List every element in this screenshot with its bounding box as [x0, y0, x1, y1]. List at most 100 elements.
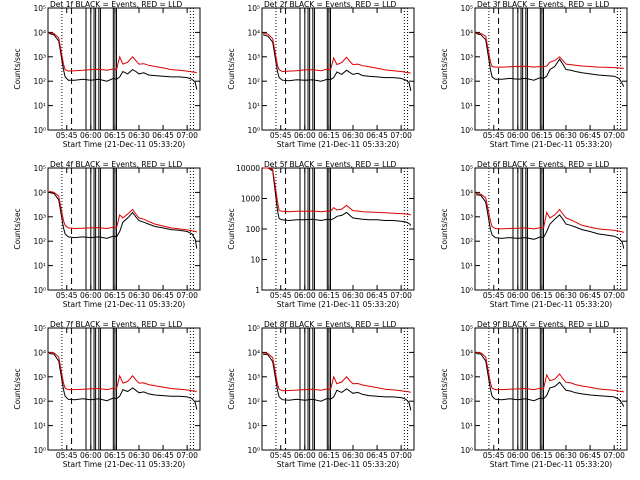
chart-title: Det 2f BLACK = Events, RED = LLD: [264, 0, 397, 9]
y-tick-label: 10⁴: [33, 348, 46, 357]
x-axis-label: Start Time (21-Dec-11 05:33:20): [277, 460, 399, 469]
x-axis-label: Start Time (21-Dec-11 05:33:20): [490, 300, 612, 309]
x-tick-label: 06:00: [507, 291, 529, 300]
y-tick-label: 10⁵: [460, 324, 473, 333]
y-tick-label: 10²: [247, 77, 260, 86]
chart-title: Det 6f BLACK = Events, RED = LLD: [477, 160, 610, 169]
y-tick-label: 10⁴: [460, 348, 473, 357]
y-tick-label: 10⁰: [460, 126, 473, 135]
y-tick-label: 10: [250, 256, 260, 265]
x-tick-label: 06:15: [318, 451, 340, 460]
chart-title: Det 5f BLACK = Events, RED = LLD: [264, 160, 397, 169]
x-tick-label: 06:45: [152, 131, 174, 140]
y-axis-label: Counts/sec: [13, 48, 22, 89]
series-line-lld: [476, 351, 624, 393]
x-tick-label: 06:30: [342, 131, 364, 140]
x-tick-label: 07:00: [603, 291, 625, 300]
y-axis-label: Counts/sec: [227, 48, 236, 89]
y-tick-label: 10⁰: [33, 446, 46, 455]
x-tick-label: 06:00: [80, 451, 102, 460]
series-line-lld: [49, 32, 197, 74]
y-axis-label: Counts/sec: [13, 368, 22, 409]
y-tick-label: 10⁵: [460, 164, 473, 173]
x-tick-label: 06:45: [579, 291, 601, 300]
y-axis-label: Counts/sec: [440, 368, 449, 409]
chart-panel-9: Det 9f BLACK = Events, RED = LLD Counts/s…: [440, 320, 628, 469]
x-tick-label: 06:30: [128, 451, 150, 460]
plot-frame: [474, 327, 628, 451]
y-axis-label: Counts/sec: [227, 208, 236, 249]
x-tick-label: 06:00: [80, 131, 102, 140]
y-tick-label: 10⁵: [33, 4, 46, 13]
x-axis-label: Start Time (21-Dec-11 05:33:20): [277, 300, 399, 309]
x-tick-label: 07:00: [390, 131, 412, 140]
y-tick-label: 10⁰: [460, 286, 473, 295]
x-tick-label: 05:45: [270, 451, 292, 460]
y-tick-label: 10³: [33, 53, 46, 62]
y-tick-label: 10⁵: [247, 324, 260, 333]
chart-title: Det 8f BLACK = Events, RED = LLD: [264, 320, 397, 329]
x-tick-label: 06:45: [579, 131, 601, 140]
y-axis-label: Counts/sec: [227, 368, 236, 409]
x-tick-label: 06:45: [366, 451, 388, 460]
y-tick-label: 1000: [241, 195, 260, 204]
x-tick-label: 07:00: [176, 291, 198, 300]
series-line-events: [262, 34, 412, 91]
series-line-events: [48, 33, 198, 90]
chart-title: Det 3f BLACK = Events, RED = LLD: [477, 0, 610, 9]
x-tick-label: 06:15: [531, 451, 553, 460]
x-tick-label: 07:00: [176, 451, 198, 460]
x-tick-label: 06:00: [294, 451, 316, 460]
x-tick-label: 07:00: [390, 451, 412, 460]
y-tick-label: 10¹: [33, 422, 46, 431]
x-tick-label: 07:00: [390, 291, 412, 300]
x-tick-label: 06:15: [104, 451, 126, 460]
x-tick-label: 06:45: [152, 451, 174, 460]
series-line-lld: [476, 32, 624, 69]
x-tick-label: 06:00: [294, 131, 316, 140]
series-line-lld: [476, 193, 624, 233]
chart-title: Det 1f BLACK = Events, RED = LLD: [50, 0, 183, 9]
y-tick-label: 10⁵: [33, 324, 46, 333]
y-tick-label: 10³: [460, 373, 473, 382]
x-tick-label: 06:15: [318, 291, 340, 300]
series-line-events: [263, 353, 412, 411]
series-line-lld: [263, 33, 411, 74]
y-axis-label: Counts/sec: [440, 48, 449, 89]
x-tick-label: 06:15: [104, 291, 126, 300]
x-tick-label: 06:00: [294, 291, 316, 300]
plot-frame: [47, 167, 201, 291]
y-tick-label: 10¹: [33, 102, 46, 111]
x-tick-label: 06:15: [531, 291, 553, 300]
y-tick-label: 10³: [33, 213, 46, 222]
y-tick-label: 100: [246, 225, 261, 234]
x-tick-label: 05:45: [56, 131, 78, 140]
x-axis-label: Start Time (21-Dec-11 05:33:20): [63, 140, 185, 149]
x-tick-label: 05:45: [483, 291, 505, 300]
x-tick-label: 06:00: [80, 291, 102, 300]
x-tick-label: 05:45: [483, 451, 505, 460]
x-tick-label: 06:00: [507, 131, 529, 140]
chart-panel-6: Det 6f BLACK = Events, RED = LLD Counts/s…: [440, 160, 628, 309]
y-tick-label: 10⁴: [247, 28, 260, 37]
x-tick-label: 06:00: [507, 451, 529, 460]
chart-title: Det 4f BLACK = Events, RED = LLD: [50, 160, 183, 169]
y-tick-label: 10⁰: [33, 126, 46, 135]
chart-panel-2: Det 2f BLACK = Events, RED = LLD Counts/s…: [227, 0, 415, 149]
chart-title: Det 9f BLACK = Events, RED = LLD: [477, 320, 610, 329]
x-axis-label: Start Time (21-Dec-11 05:33:20): [63, 460, 185, 469]
x-tick-label: 06:45: [579, 451, 601, 460]
x-axis-label: Start Time (21-Dec-11 05:33:20): [490, 460, 612, 469]
chart-panel-8: Det 8f BLACK = Events, RED = LLD Counts/s…: [227, 320, 415, 469]
x-tick-label: 07:00: [176, 131, 198, 140]
series-line-events: [49, 353, 198, 410]
series-line-lld: [48, 190, 197, 233]
y-tick-label: 10⁵: [460, 4, 473, 13]
x-tick-label: 06:45: [366, 131, 388, 140]
chart-panel-1: Det 1f BLACK = Events, RED = LLD Counts/s…: [13, 0, 201, 149]
series-line-lld: [49, 351, 197, 392]
plot-frame: [261, 167, 415, 291]
chart-panel-4: Det 4f BLACK = Events, RED = LLD Counts/s…: [13, 160, 201, 309]
series-line-events: [476, 194, 625, 249]
